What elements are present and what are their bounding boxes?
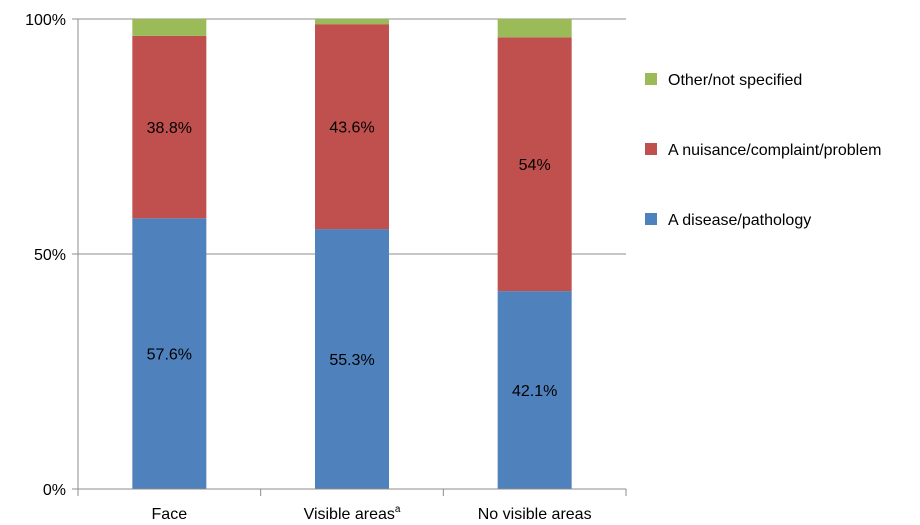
bar-segment [315,19,389,25]
x-tick-label-text: Visible areas [304,506,395,523]
legend-label: A nuisance/complaint/problem [668,142,881,159]
bar-segment [497,291,572,489]
data-label: 57.6% [147,347,192,364]
x-tick-label: Face [152,506,188,523]
bar-segment [315,24,389,230]
legend-swatch [645,213,657,225]
data-labels: 57.6% 38.8% 55.3% 43.6% 42.1% 54% [147,120,558,400]
bar-segment [132,19,207,36]
legend-swatch [645,73,657,85]
legend-label: A disease/pathology [668,212,811,229]
legend-label: Other/not specified [668,72,802,89]
data-label: 42.1% [512,383,557,400]
axes [72,18,627,496]
x-tick-label-superscript: a [395,504,401,515]
y-tick-labels: 0% 50% 100% [25,12,66,499]
data-label: 55.3% [329,352,374,369]
legend-swatch [645,143,657,155]
legend: Other/not specified A nuisance/complaint/… [645,72,881,229]
bar-segment [132,218,207,489]
bar-segment [497,19,572,38]
x-tick-label-text: Face [152,506,188,523]
x-tick-label-text: No visible areas [478,506,592,523]
bar-segment [315,229,389,489]
y-tick-label: 100% [25,12,66,29]
bar-segment [132,35,207,219]
x-tick-label: No visible areas [478,506,592,523]
data-label: 54% [519,157,551,174]
y-tick-label: 0% [43,482,66,499]
y-tick-label: 50% [34,247,66,264]
data-label: 38.8% [147,120,192,137]
x-tick-labels: Face Visible areasa No visible areas [152,504,592,523]
data-label: 43.6% [329,120,374,137]
bar-segment [497,37,572,292]
bars [132,19,572,489]
x-tick-label: Visible areasa [304,504,401,523]
